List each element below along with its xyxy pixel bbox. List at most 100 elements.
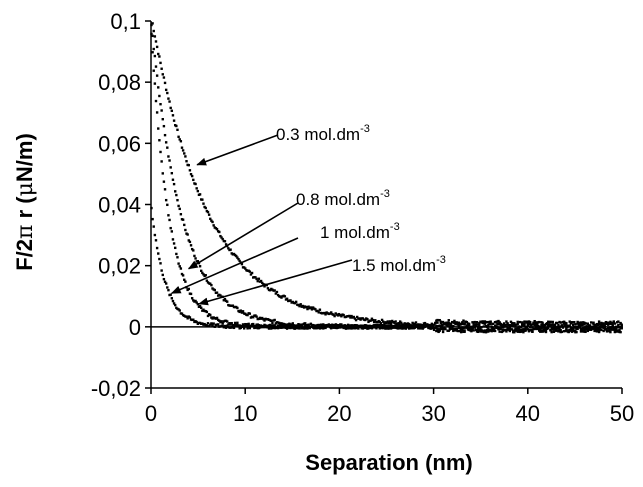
data-point: [613, 330, 617, 334]
data-point: [195, 320, 198, 324]
data-point: [533, 319, 536, 323]
y-tick-label: 0,02: [98, 254, 141, 279]
data-point: [263, 324, 266, 327]
data-point: [185, 160, 188, 163]
data-point: [294, 300, 298, 304]
data-point: [346, 326, 350, 330]
data-point: [252, 316, 255, 319]
data-point: [414, 321, 418, 324]
data-point: [177, 262, 180, 265]
annotation-label-text: 1 mol.dm: [320, 223, 390, 242]
data-point: [330, 327, 333, 330]
annotation-label: 0.8 mol.dm-3: [296, 188, 390, 209]
data-point: [589, 321, 593, 324]
data-point: [177, 204, 180, 208]
data-point: [617, 320, 620, 323]
data-point: [276, 326, 280, 330]
data-point: [554, 329, 558, 332]
data-point: [569, 327, 573, 330]
x-tick-label: 20: [327, 401, 351, 426]
data-point: [394, 320, 397, 323]
data-point: [169, 226, 172, 230]
data-point: [257, 277, 261, 280]
data-point: [183, 223, 186, 227]
data-point: [317, 311, 320, 314]
data-point: [382, 326, 385, 330]
data-point: [170, 297, 174, 300]
data-point: [484, 330, 488, 334]
data-point: [423, 321, 427, 325]
data-point: [388, 320, 392, 323]
data-point: [178, 265, 181, 268]
data-point: [592, 321, 595, 324]
data-point: [391, 319, 394, 323]
annotation-label-text: 0.8 mol.dm: [296, 190, 380, 209]
data-point: [396, 327, 400, 330]
data-point: [550, 323, 553, 327]
data-point: [291, 324, 294, 327]
data-point: [262, 318, 265, 321]
data-point: [172, 119, 176, 122]
data-point: [485, 321, 489, 324]
data-point: [363, 324, 367, 328]
annotation-arrow: [170, 237, 299, 294]
data-point: [586, 322, 590, 325]
data-point: [314, 324, 317, 327]
data-point: [169, 106, 172, 110]
data-point: [188, 240, 192, 244]
data-point: [174, 303, 177, 307]
data-point: [181, 274, 185, 277]
data-point: [153, 35, 157, 38]
data-point: [253, 326, 256, 330]
data-point: [250, 271, 254, 275]
data-point: [450, 320, 454, 324]
data-point: [254, 276, 257, 279]
data-point: [449, 324, 453, 327]
data-point: [237, 257, 240, 261]
data-point: [221, 237, 224, 241]
data-point: [210, 219, 213, 222]
data-point: [509, 320, 513, 324]
data-point: [154, 239, 158, 242]
data-point: [588, 324, 592, 327]
data-point: [382, 320, 385, 323]
data-point: [498, 330, 501, 333]
data-point: [220, 236, 223, 239]
data-point: [620, 327, 623, 330]
data-point: [168, 159, 171, 162]
data-point: [421, 327, 424, 330]
data-point: [215, 227, 219, 231]
data-point: [438, 324, 441, 327]
data-point: [557, 329, 560, 333]
data-point: [204, 274, 207, 277]
data-point: [387, 321, 391, 325]
x-tick-label: 10: [233, 401, 257, 426]
annotation-4: 1.5 mol.dm-3: [198, 254, 446, 306]
data-point: [188, 169, 192, 172]
data-point: [183, 152, 186, 155]
data-point: [356, 315, 359, 319]
data-point: [526, 324, 530, 327]
data-point: [366, 327, 369, 330]
data-point: [194, 182, 197, 186]
data-point: [466, 327, 470, 330]
data-point: [549, 328, 552, 332]
data-point: [206, 210, 210, 214]
data-point: [369, 319, 372, 322]
data-point: [506, 322, 509, 325]
data-point: [516, 326, 519, 330]
data-point: [505, 330, 508, 333]
data-point: [167, 214, 170, 217]
data-point: [256, 279, 259, 283]
data-point: [400, 324, 403, 327]
data-point: [533, 322, 536, 325]
data-point: [443, 327, 446, 331]
data-point: [613, 322, 617, 325]
data-point: [348, 324, 351, 327]
data-point: [571, 323, 575, 326]
data-point: [196, 189, 200, 193]
y-axis-title: F/2π r (μN/m): [12, 133, 38, 271]
data-point: [305, 305, 308, 309]
data-point: [188, 316, 192, 319]
data-point: [167, 155, 170, 158]
